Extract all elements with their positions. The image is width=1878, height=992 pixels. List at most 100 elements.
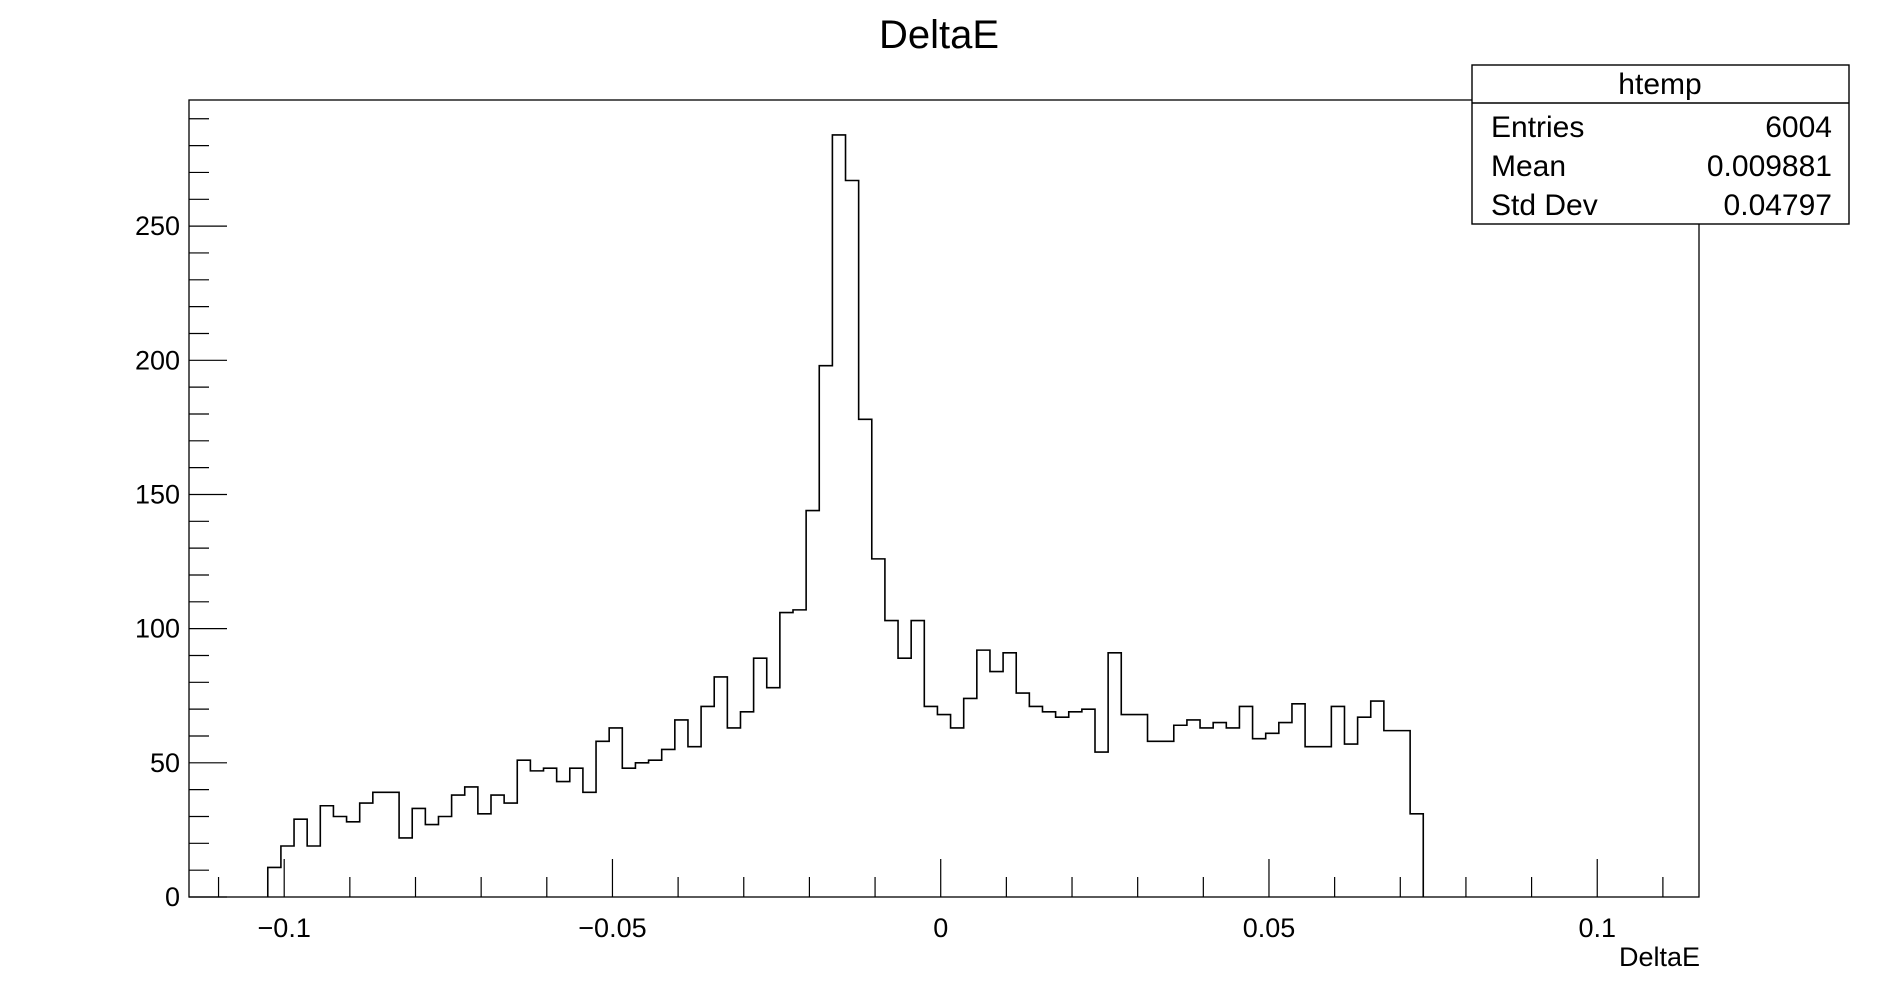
histogram-bin xyxy=(386,792,399,897)
histogram-bin xyxy=(1371,701,1384,897)
histogram-bin xyxy=(727,728,740,897)
histogram-bin xyxy=(1266,733,1279,897)
histogram-bin xyxy=(1134,715,1147,897)
stats-entries-label: Entries xyxy=(1491,111,1584,144)
histogram-bin xyxy=(662,749,675,897)
histogram-bin xyxy=(1200,728,1213,897)
histogram-bin xyxy=(819,366,832,897)
histogram-bin xyxy=(806,511,819,897)
histogram-bin xyxy=(399,838,412,897)
histogram-bin xyxy=(320,806,333,897)
x-tick-label: 0.05 xyxy=(1243,913,1296,943)
histogram-bin xyxy=(1318,747,1331,897)
histogram-bin xyxy=(1161,741,1174,897)
histogram-bin xyxy=(478,814,491,897)
histogram-bin xyxy=(859,419,872,897)
histogram-bin xyxy=(504,803,517,897)
histogram-bin xyxy=(767,688,780,897)
histogram-bin xyxy=(1344,744,1357,897)
y-tick-label: 100 xyxy=(135,614,180,644)
histogram-bin xyxy=(1056,717,1069,897)
histogram-bin xyxy=(517,760,530,897)
histogram-bin xyxy=(846,181,859,897)
plot-frame xyxy=(188,99,1700,898)
histogram-bin xyxy=(1410,814,1423,897)
x-tick-label: 0.1 xyxy=(1578,913,1616,943)
histogram-bin xyxy=(294,819,307,897)
histogram-bin xyxy=(557,782,570,897)
histogram-bin xyxy=(990,672,1003,897)
stats-stddev-label: Std Dev xyxy=(1491,189,1598,222)
x-tick-label: −0.05 xyxy=(578,913,646,943)
histogram-bin xyxy=(1016,693,1029,897)
histogram-bins xyxy=(268,135,1423,897)
histogram-bin xyxy=(1253,739,1266,897)
histogram-bin xyxy=(937,715,950,897)
histogram-bin xyxy=(898,658,911,897)
histogram-bin xyxy=(491,795,504,897)
stats-box-frame xyxy=(1471,64,1850,225)
histogram-bin xyxy=(649,760,662,897)
plot-area-border xyxy=(188,99,1700,898)
histogram-bin xyxy=(740,712,753,897)
histogram-bin xyxy=(583,792,596,897)
histogram-bin xyxy=(1082,709,1095,897)
histogram-bin xyxy=(1239,706,1252,897)
histogram-bin xyxy=(1108,653,1121,897)
histogram-bin xyxy=(1042,712,1055,897)
histogram-bin xyxy=(754,658,767,897)
histogram-bin xyxy=(347,822,360,897)
histogram-bin xyxy=(1095,752,1108,897)
chart-title: DeltaE xyxy=(879,13,999,57)
stats-entries-value: 6004 xyxy=(1765,111,1832,144)
y-tick-label: 150 xyxy=(135,479,180,509)
histogram-bin xyxy=(1384,731,1397,897)
histogram-bin xyxy=(622,768,635,897)
histogram-bin xyxy=(1397,731,1410,897)
histogram-bin xyxy=(675,720,688,897)
histogram-bin xyxy=(793,610,806,897)
stats-box-title: htemp xyxy=(1618,68,1701,101)
histogram-bin xyxy=(977,650,990,897)
histogram-bin xyxy=(373,792,386,897)
histogram-bin xyxy=(635,763,648,897)
y-tick-label: 200 xyxy=(135,345,180,375)
histogram-bin xyxy=(530,771,543,897)
histogram-bin xyxy=(951,728,964,897)
histogram-bin xyxy=(780,613,793,897)
stats-mean-value: 0.009881 xyxy=(1707,150,1832,183)
histogram-series-line xyxy=(266,134,1425,897)
y-axis: 0 50 100 150 200 250 xyxy=(135,118,227,912)
histogram-bin xyxy=(885,621,898,897)
histogram-bin xyxy=(1226,728,1239,897)
histogram-bin xyxy=(1331,706,1344,897)
histogram-bin xyxy=(964,698,977,897)
histogram-bin xyxy=(1358,717,1371,897)
histogram-bin xyxy=(1148,741,1161,897)
histogram-bin xyxy=(465,787,478,897)
histogram-bin xyxy=(412,808,425,897)
histogram-bin xyxy=(1279,723,1292,897)
histogram-bin xyxy=(333,816,346,897)
histogram-bin xyxy=(701,706,714,897)
histogram-bin xyxy=(425,825,438,897)
histogram-bin xyxy=(1213,723,1226,897)
stats-box: htemp Entries 6004 Mean 0.009881 Std Dev… xyxy=(1471,64,1850,225)
histogram-bin xyxy=(360,803,373,897)
x-axis-title: DeltaE xyxy=(1619,942,1700,972)
stats-stddev-value: 0.04797 xyxy=(1724,189,1832,222)
histogram-bin xyxy=(924,706,937,897)
histogram-bin xyxy=(1069,712,1082,897)
histogram-bin xyxy=(1187,720,1200,897)
histogram-bin xyxy=(1292,704,1305,897)
stats-mean-label: Mean xyxy=(1491,150,1566,183)
histogram-bin xyxy=(911,621,924,897)
histogram-bin xyxy=(688,747,701,897)
y-tick-label: 50 xyxy=(150,748,180,778)
histogram-bin xyxy=(1121,715,1134,897)
histogram-bin xyxy=(438,816,451,897)
histogram-bin xyxy=(307,846,320,897)
x-tick-label: 0 xyxy=(933,913,948,943)
